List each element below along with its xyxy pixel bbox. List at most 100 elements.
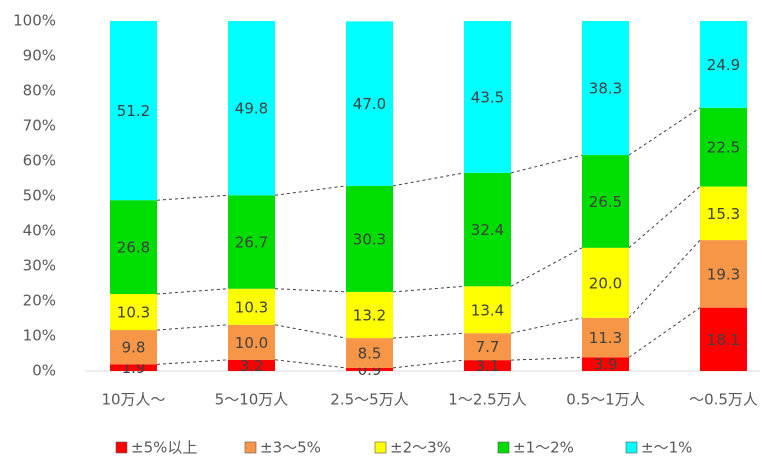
series-connector (510, 154, 583, 174)
bar-segment (346, 367, 393, 371)
x-tick-label: 10万人～ (101, 391, 165, 409)
bar-value-label: 13.4 (471, 301, 504, 319)
bar-value-label: 19.3 (707, 265, 740, 283)
legend-swatch (244, 441, 257, 454)
series-connector (274, 185, 347, 196)
bar-segment (228, 195, 275, 289)
bar-value-label: 26.8 (117, 239, 150, 257)
bar-value-label: 15.3 (707, 205, 740, 223)
bar-segment (110, 364, 157, 371)
series-connector (628, 307, 701, 358)
x-axis: 10万人～ 5～10万人 2.5～5万人 1～2.5万人 0.5～1万人 ～0.5万人 (101, 391, 757, 409)
bar-value-label: 26.7 (235, 234, 268, 252)
legend-item: ±1～2% (497, 439, 574, 457)
legend-label: ±2～3% (390, 439, 451, 457)
y-tick-label: 20% (23, 292, 56, 310)
bar-segment (700, 107, 747, 187)
legend-label: ±5%以上 (131, 439, 197, 457)
bar-value-label: 7.7 (476, 338, 500, 356)
bar-segment (582, 317, 629, 358)
x-tick-label: 0.5～1万人 (566, 391, 644, 409)
series-connector (628, 186, 701, 249)
bar-value-label: 47.0 (353, 95, 386, 113)
y-tick-label: 0% (32, 362, 56, 380)
bar-segment (346, 185, 393, 292)
bar-segment (700, 240, 747, 308)
bar-value-label: 9.8 (122, 339, 146, 357)
series-connector (274, 359, 347, 369)
legend-item: ±3～5% (244, 439, 321, 457)
bar-value-label: 10.3 (117, 304, 150, 322)
bar-segment (464, 172, 511, 287)
bar-value-label: 32.4 (471, 221, 504, 239)
series-connector (156, 288, 229, 295)
y-tick-label: 70% (23, 117, 56, 135)
bar-segment (582, 247, 629, 318)
series-connector (392, 332, 465, 339)
bar-value-label: 13.2 (353, 307, 386, 325)
y-tick-label: 40% (23, 222, 56, 240)
bar-value-label: 22.5 (707, 139, 740, 157)
series-connector (274, 324, 347, 339)
bar-value-label: 3.9 (594, 356, 618, 374)
bar-value-label: 49.8 (235, 100, 268, 118)
bar-value-label: 24.9 (707, 56, 740, 74)
bar-value-label: 20.0 (589, 274, 622, 292)
y-tick-label: 100% (13, 12, 56, 30)
legend-swatch (625, 441, 638, 454)
y-tick-label: 50% (23, 187, 56, 205)
bar-value-label: 38.3 (589, 80, 622, 98)
y-tick-label: 10% (23, 327, 56, 345)
bar-segment (464, 360, 511, 371)
legend-label: ±～1% (641, 439, 692, 457)
legend: ±5%以上 ±3～5% ±2～3% ±1～2% ±～1% (115, 439, 692, 457)
bar-segment (110, 294, 157, 331)
legend-label: ±3～5% (260, 439, 321, 457)
bar-value-label: 18.1 (707, 331, 740, 349)
bar-segment (346, 291, 393, 339)
series-connector (392, 359, 465, 369)
bar-value-label: 26.5 (589, 193, 622, 211)
bar-segment (110, 330, 157, 365)
series-connector (392, 172, 465, 187)
bar-segment (464, 286, 511, 334)
y-tick-label: 60% (23, 152, 56, 170)
legend-swatch (497, 441, 510, 454)
y-axis: 0% 10% 20% 30% 40% 50% 60% 70% 80% 90% 100% (13, 12, 760, 380)
bar-segment (228, 21, 275, 196)
series-connector (156, 324, 229, 331)
bar-segment (228, 324, 275, 360)
y-tick-label: 90% (23, 47, 56, 65)
y-tick-label: 30% (23, 257, 56, 275)
bar-value-label: 51.2 (117, 102, 150, 120)
series-connector (628, 239, 701, 319)
y-tick-label: 80% (23, 82, 56, 100)
bar-segment (582, 21, 629, 156)
series-connector (156, 194, 229, 201)
legend-label: ±1～2% (513, 439, 574, 457)
legend-item: ±5%以上 (115, 439, 197, 457)
series-connector (510, 247, 583, 287)
series-connector (392, 285, 465, 293)
bars: 1.99.810.326.851.23.210.010.326.749.80.9… (110, 21, 747, 379)
x-tick-label: 2.5～5万人 (330, 391, 408, 409)
bar-segment (464, 21, 511, 173)
bar-value-label: 8.5 (358, 344, 382, 362)
bar-value-label: 3.1 (476, 357, 500, 375)
bar-segment (346, 21, 393, 186)
series-connector (156, 359, 229, 365)
bar-segment (582, 357, 629, 371)
bar-segment (228, 359, 275, 371)
bar-segment (110, 200, 157, 294)
bar-segment (228, 288, 275, 325)
bar-segment (346, 338, 393, 368)
bar-value-label: 43.5 (471, 88, 504, 106)
x-tick-label: 1～2.5万人 (448, 391, 526, 409)
legend-item: ±～1% (625, 439, 692, 457)
series-connector (628, 107, 701, 156)
series-connector (510, 317, 583, 334)
bar-segment (110, 21, 157, 201)
bar-value-label: 10.3 (235, 298, 268, 316)
bar-value-label: 3.2 (240, 357, 264, 375)
